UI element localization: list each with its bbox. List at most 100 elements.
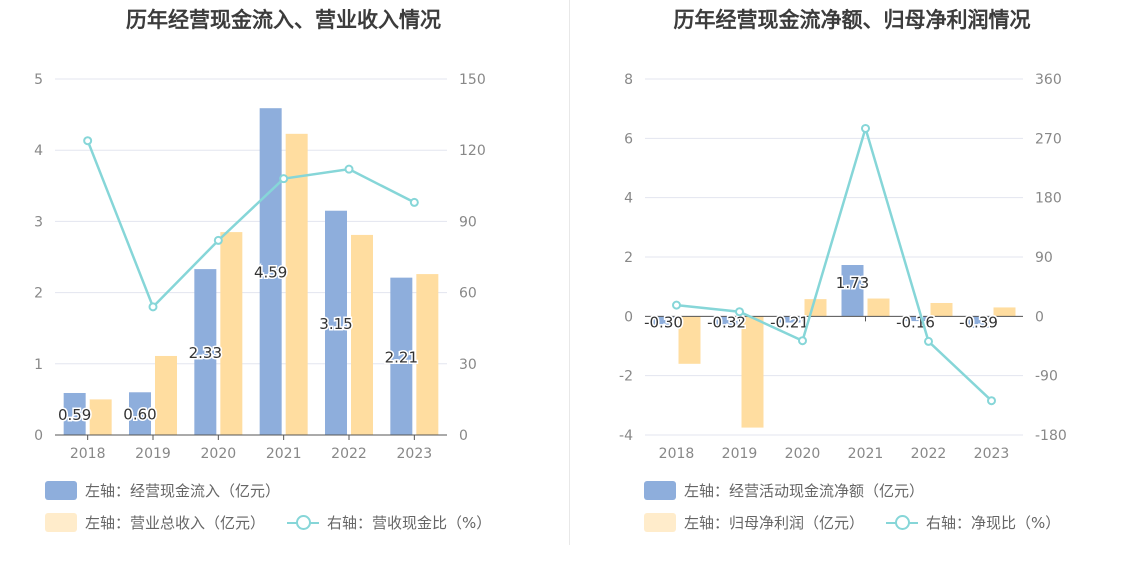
right-bar-primary <box>967 316 990 328</box>
right-ratio-point <box>798 336 807 346</box>
left-data-label: 0.60 <box>123 406 156 424</box>
right-data-label: 1.73 <box>836 274 869 292</box>
left-x-tick-label: 2018 <box>70 446 106 462</box>
left-y-left-tick: 0 <box>34 428 43 444</box>
right-legend-item-ratio[interactable]: 右轴：净现比（%） <box>886 512 1060 533</box>
right-y-left-tick: -4 <box>619 428 633 444</box>
left-legend-swatch-inflow <box>45 481 77 500</box>
right-y-left-tick: 6 <box>624 131 633 147</box>
right-data-label: -0.39 <box>959 313 998 331</box>
left-x-tick-label: 2019 <box>135 446 171 462</box>
right-y-right-tick: 90 <box>1035 250 1053 266</box>
left-bar-secondary <box>285 133 308 435</box>
right-legend-row-1: 左轴：经营活动现金流净额（亿元） <box>644 480 946 501</box>
right-x-tick-label: 2023 <box>974 446 1010 462</box>
right-bar-primary <box>778 316 801 323</box>
left-data-label: 2.21 <box>385 348 418 366</box>
left-bar-secondary <box>89 399 112 435</box>
left-legend-item-ratio[interactable]: 右轴：营收现金比（%） <box>287 512 491 533</box>
right-ratio-point <box>924 336 933 346</box>
right-bar-primary <box>652 316 675 326</box>
right-bar-secondary <box>741 316 764 428</box>
left-ratio-point <box>279 174 289 184</box>
right-legend-item-profit[interactable]: 左轴：归母净利润（亿元） <box>644 512 864 533</box>
left-ratio-point <box>148 302 158 312</box>
right-legend-swatch-netflow <box>644 481 676 500</box>
left-data-label: 3.15 <box>319 315 352 333</box>
left-bar-primary <box>390 277 413 435</box>
right-ratio-point <box>861 123 870 133</box>
left-bar-primary <box>325 210 347 435</box>
right-legend-label-profit: 左轴：归母净利润（亿元） <box>684 514 865 532</box>
left-chart-plot: 0 1 2 3 4 5 0 30 60 90 120 150 2018 2019 2020 2021 2022 2… <box>34 72 486 462</box>
left-bar-secondary <box>220 232 243 435</box>
left-legend-row-2: 左轴：营业总收入（亿元） 右轴：营收现金比（%） <box>45 512 513 533</box>
left-legend-label-ratio: 右轴：营收现金比（%） <box>327 514 492 532</box>
right-y-left-tick: 4 <box>624 191 633 207</box>
right-x-tick-label: 2020 <box>785 446 821 462</box>
left-legend-swatch-ratio <box>287 513 320 532</box>
right-legend-label-netflow: 左轴：经营活动现金流净额（亿元） <box>684 482 925 500</box>
left-y-right-tick: 120 <box>459 143 486 159</box>
left-legend-item-revenue[interactable]: 左轴：营业总收入（亿元） <box>45 512 265 533</box>
left-bar-secondary <box>416 274 439 435</box>
right-ratio-point <box>987 396 996 406</box>
left-y-left-tick: 3 <box>34 214 43 230</box>
right-ratio-point <box>735 307 744 317</box>
right-y-left-tick: -2 <box>619 369 633 385</box>
left-x-tick-label: 2021 <box>266 446 302 462</box>
left-y-left-tick: 2 <box>34 286 43 302</box>
right-bar-primary <box>904 316 927 322</box>
left-legend-item-inflow[interactable]: 左轴：经营现金流入（亿元） <box>45 480 280 501</box>
right-x-tick-label: 2021 <box>848 446 884 462</box>
right-data-label: -0.16 <box>896 313 935 331</box>
left-bar-secondary <box>155 355 177 435</box>
right-y-right-tick: 180 <box>1035 191 1062 207</box>
right-chart-plot: -4 -2 0 2 4 6 8 -180 -90 0 90 180 270 360 2018 2019 2020… <box>619 72 1067 462</box>
right-y-right-tick: -90 <box>1035 369 1058 385</box>
left-x-tick-label: 2022 <box>331 446 367 462</box>
left-y-left-tick: 1 <box>34 357 43 373</box>
right-data-label: -0.32 <box>707 313 746 331</box>
right-data-label: -0.21 <box>770 313 809 331</box>
right-legend-label-ratio: 右轴：净现比（%） <box>926 514 1061 532</box>
left-y-right-tick: 0 <box>459 428 468 444</box>
right-ratio-line <box>676 124 993 402</box>
right-bar-primary <box>841 265 864 317</box>
right-bar-secondary <box>678 316 701 364</box>
left-data-label: 4.59 <box>254 264 287 282</box>
left-y-right-tick: 150 <box>459 72 486 88</box>
left-y-left-tick: 4 <box>34 143 43 159</box>
right-legend-item-netflow[interactable]: 左轴：经营活动现金流净额（亿元） <box>644 480 924 501</box>
left-chart-title: 历年经营现金流入、营业收入情况 <box>126 8 441 32</box>
left-y-right-tick: 60 <box>459 286 477 302</box>
left-y-right-tick: 90 <box>459 214 477 230</box>
right-legend-row-2: 左轴：归母净利润（亿元） 右轴：净现比（%） <box>644 512 1082 533</box>
left-y-left-tick: 5 <box>34 72 43 88</box>
left-data-label: 0.59 <box>58 406 91 424</box>
left-x-tick-label: 2023 <box>397 446 433 462</box>
left-ratio-line <box>86 140 415 310</box>
right-legend-swatch-profit <box>644 513 676 532</box>
right-bar-primary <box>715 316 738 326</box>
left-bar-secondary <box>351 234 373 435</box>
right-legend-swatch-ratio <box>886 513 919 532</box>
left-legend-row-1: 左轴：经营现金流入（亿元） <box>45 480 302 501</box>
right-y-left-tick: 8 <box>624 72 633 88</box>
left-bar-primary <box>63 392 86 435</box>
right-chart-title: 历年经营现金流净额、归母净利润情况 <box>673 8 1031 32</box>
right-data-label: -0.30 <box>644 313 683 331</box>
left-bar-primary <box>129 392 151 435</box>
right-y-right-tick: 270 <box>1035 131 1062 147</box>
right-y-left-tick: 2 <box>624 250 633 266</box>
right-bar-secondary <box>867 298 890 317</box>
left-data-label: 2.33 <box>189 344 222 362</box>
right-y-right-tick: 360 <box>1035 72 1062 88</box>
right-ratio-point <box>672 300 681 310</box>
left-ratio-point <box>409 197 419 207</box>
panel-divider <box>569 0 570 545</box>
left-legend-label-inflow: 左轴：经营现金流入（亿元） <box>85 482 281 500</box>
left-bar-primary <box>259 108 282 435</box>
left-ratio-point <box>83 136 93 146</box>
left-ratio-point <box>344 164 354 174</box>
